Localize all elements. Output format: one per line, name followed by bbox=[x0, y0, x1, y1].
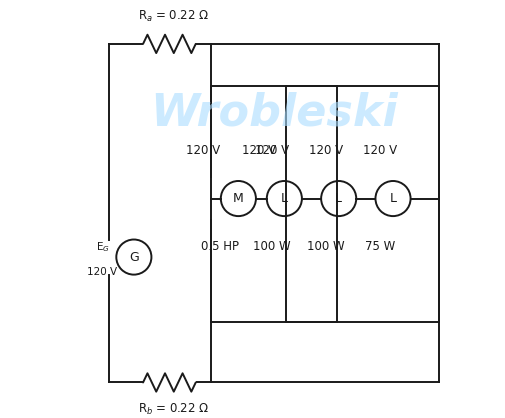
Text: R$_a$ = 0.22 Ω: R$_a$ = 0.22 Ω bbox=[138, 9, 209, 24]
Text: L: L bbox=[280, 192, 287, 205]
Text: R$_b$ = 0.22 Ω: R$_b$ = 0.22 Ω bbox=[138, 402, 209, 417]
Text: G: G bbox=[129, 250, 138, 264]
Text: L: L bbox=[389, 192, 396, 205]
Text: 120 V: 120 V bbox=[254, 144, 288, 157]
Text: 0.5 HP: 0.5 HP bbox=[200, 240, 238, 253]
Text: 120 V: 120 V bbox=[185, 144, 220, 157]
Text: L: L bbox=[334, 192, 341, 205]
Text: 120 V: 120 V bbox=[309, 144, 342, 157]
Text: 100 W: 100 W bbox=[252, 240, 290, 253]
Text: 75 W: 75 W bbox=[365, 240, 395, 253]
Text: 120 V: 120 V bbox=[87, 267, 117, 277]
Text: 120 V: 120 V bbox=[242, 144, 276, 157]
Text: E$_G$: E$_G$ bbox=[95, 240, 109, 254]
Text: Wrobleski: Wrobleski bbox=[149, 92, 397, 134]
Text: 120 V: 120 V bbox=[363, 144, 397, 157]
Text: M: M bbox=[232, 192, 243, 205]
Text: 100 W: 100 W bbox=[307, 240, 344, 253]
